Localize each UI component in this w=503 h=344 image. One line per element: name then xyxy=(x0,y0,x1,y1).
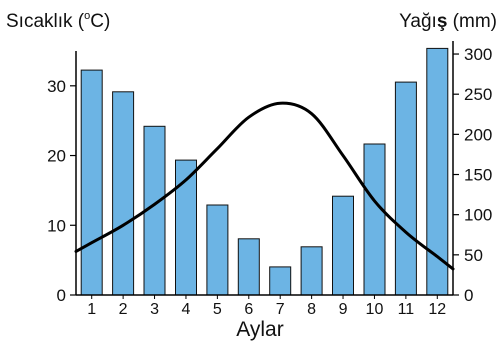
x-tick-label-3: 3 xyxy=(150,301,159,318)
right-tick-label-150: 150 xyxy=(464,166,492,185)
precip-bar-10 xyxy=(363,143,386,296)
temperature-line xyxy=(74,101,455,271)
precip-bar-6 xyxy=(237,238,260,296)
right-axis-title-suffix: (mm) xyxy=(447,11,497,32)
precip-bar-9 xyxy=(332,195,354,296)
x-tick-label-12: 12 xyxy=(428,301,446,318)
precip-bar-7 xyxy=(269,266,292,296)
precip-bar-11 xyxy=(394,81,417,296)
right-tick-label-0: 0 xyxy=(464,286,473,305)
left-axis-title-suffix: C) xyxy=(90,11,110,32)
right-axis-title: Yağış (mm) xyxy=(399,11,497,32)
x-tick-label-9: 9 xyxy=(339,301,348,318)
precip-bar-8 xyxy=(300,246,323,296)
left-axis-title: Sıcaklık (oC) xyxy=(6,10,110,32)
x-tick-label-10: 10 xyxy=(366,301,384,318)
x-tick-label-4: 4 xyxy=(182,301,191,318)
left-axis-title-prefix: Sıcaklık ( xyxy=(6,11,85,32)
right-tick-label-200: 200 xyxy=(464,125,492,144)
left-tick-label-10: 10 xyxy=(47,216,66,235)
left-tick-label-20: 20 xyxy=(47,147,66,166)
precip-bar-5 xyxy=(206,204,229,296)
x-tick-label-11: 11 xyxy=(398,301,415,318)
right-tick-label-250: 250 xyxy=(464,85,492,104)
x-tick-label-6: 6 xyxy=(244,301,253,318)
precip-bar-1 xyxy=(80,69,103,296)
right-tick-label-300: 300 xyxy=(464,45,492,64)
x-tick-label-8: 8 xyxy=(307,301,316,318)
left-axis-title-degree: o xyxy=(84,10,90,22)
precip-bar-2 xyxy=(112,91,135,296)
right-axis-title-prefix: Yağı xyxy=(399,11,437,32)
left-tick-label-0: 0 xyxy=(57,286,66,305)
x-tick-label-5: 5 xyxy=(213,301,222,318)
x-tick-label-7: 7 xyxy=(276,301,285,318)
left-tick-label-30: 30 xyxy=(47,77,66,96)
right-tick-label-50: 50 xyxy=(464,246,483,265)
x-axis-title: Aylar xyxy=(236,318,283,341)
x-tick-label-1: 1 xyxy=(87,301,96,318)
x-tick-label-2: 2 xyxy=(119,301,128,318)
right-tick-label-100: 100 xyxy=(464,206,492,225)
right-axis-title-bold: ş xyxy=(437,11,448,32)
